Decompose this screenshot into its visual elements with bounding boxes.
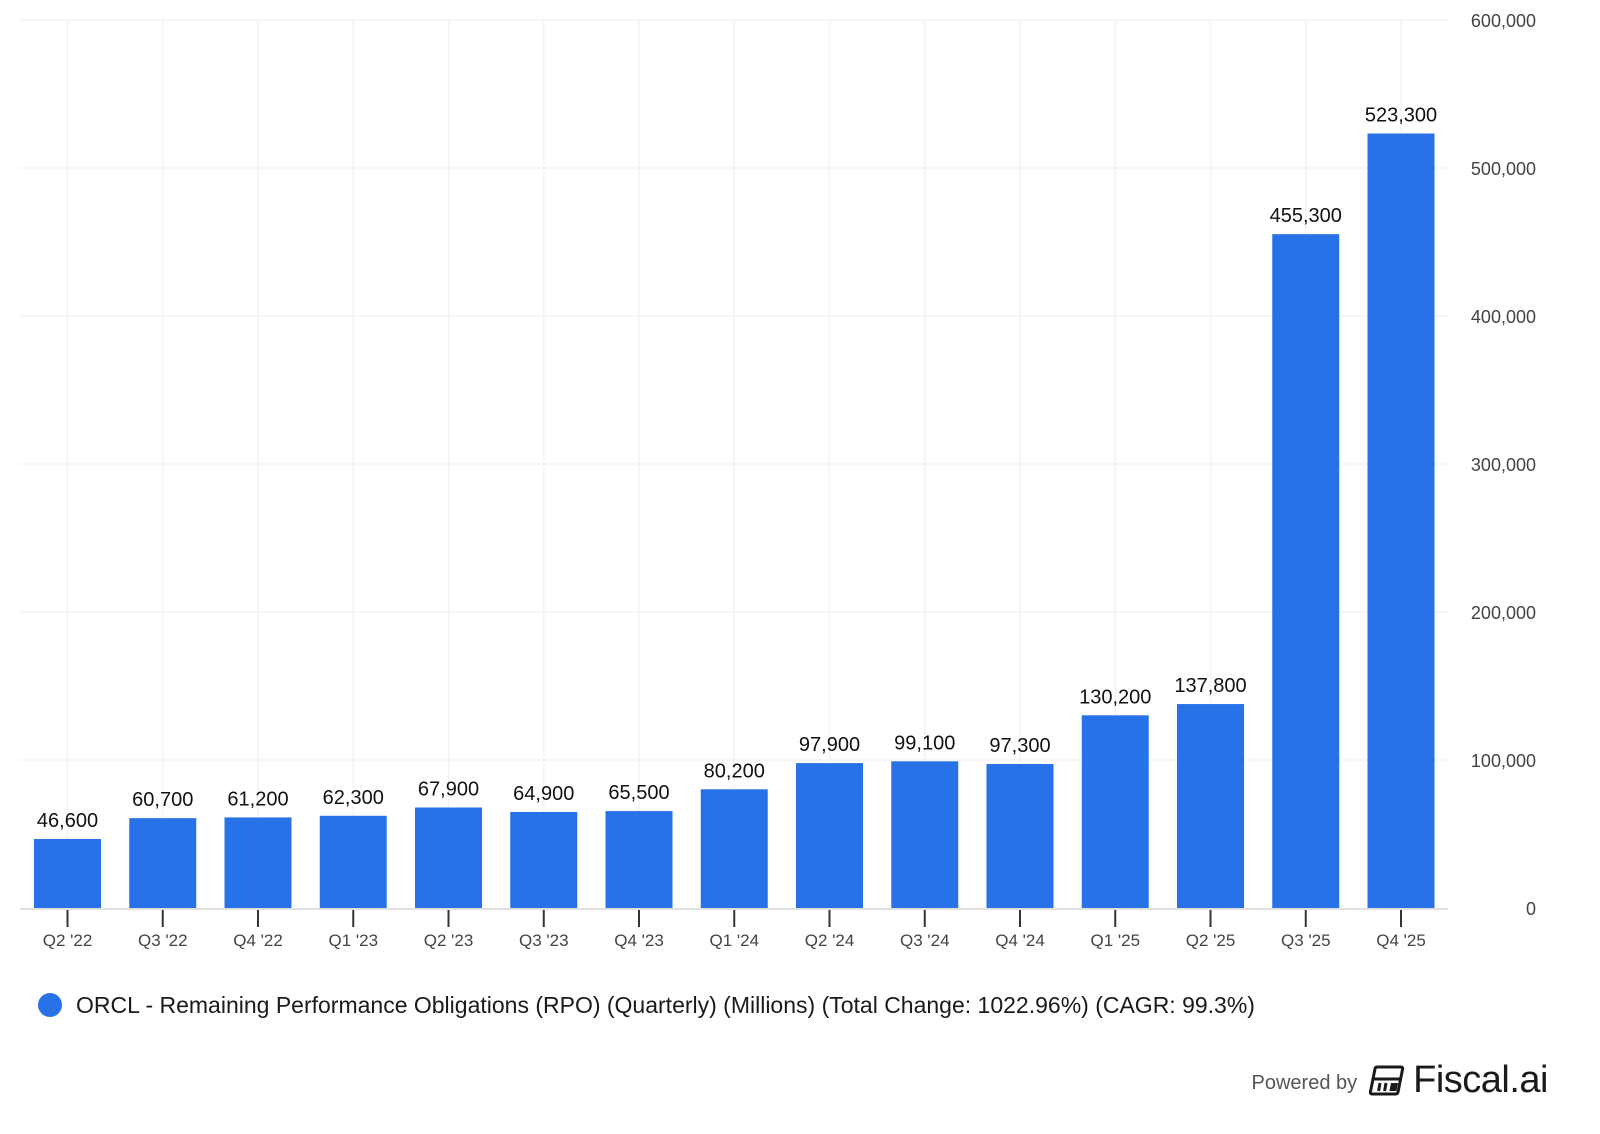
powered-by-text: Powered by bbox=[1251, 1071, 1358, 1094]
x-tick-label: Q1 '23 bbox=[328, 931, 378, 950]
bar bbox=[224, 817, 292, 908]
bar-value-label: 64,900 bbox=[513, 783, 574, 805]
bar-value-label: 97,900 bbox=[799, 734, 860, 756]
x-tick-label: Q2 '24 bbox=[805, 931, 855, 950]
x-tick-label: Q3 '22 bbox=[138, 931, 188, 950]
bars: 46,600 60,700 61,200 62,300 67,900 64,900 65,5… bbox=[34, 105, 1437, 909]
legend-marker bbox=[38, 993, 62, 1017]
bar bbox=[1081, 715, 1149, 908]
x-tick-label: Q4 '22 bbox=[233, 931, 283, 950]
bar bbox=[700, 789, 768, 908]
bar-value-label: 80,200 bbox=[704, 760, 765, 782]
y-tick-label: 400,000 bbox=[1471, 307, 1536, 327]
legend: ORCL - Remaining Performance Obligations… bbox=[38, 990, 1255, 1020]
bar bbox=[34, 839, 101, 908]
bar-value-label: 523,300 bbox=[1365, 105, 1437, 127]
x-tick-label: Q1 '25 bbox=[1090, 931, 1140, 950]
y-axis: 0 100,000 200,000 300,000 400,000 500,000 600,… bbox=[1471, 11, 1536, 919]
bar bbox=[1367, 133, 1435, 909]
bar-value-label: 137,800 bbox=[1174, 675, 1246, 697]
bar-value-label: 130,200 bbox=[1079, 686, 1151, 708]
bar bbox=[415, 807, 482, 908]
y-tick-label: 300,000 bbox=[1471, 455, 1536, 475]
x-tick-label: Q4 '24 bbox=[995, 931, 1045, 950]
bar bbox=[1272, 234, 1340, 908]
grid-lines bbox=[20, 19, 1448, 908]
y-tick-label: 500,000 bbox=[1471, 159, 1536, 179]
bar-value-label: 62,300 bbox=[323, 787, 384, 809]
bar-value-label: 99,100 bbox=[894, 732, 955, 754]
bar bbox=[796, 763, 863, 908]
x-tick-label: Q4 '23 bbox=[614, 931, 664, 950]
bar-value-label: 455,300 bbox=[1270, 205, 1342, 227]
fiscal-ai-logo-icon bbox=[1369, 1065, 1405, 1096]
brand-name: Fiscal.ai bbox=[1413, 1058, 1548, 1101]
x-tick-label: Q2 '23 bbox=[424, 931, 474, 950]
bar bbox=[605, 811, 673, 908]
bar-value-label: 97,300 bbox=[989, 735, 1050, 757]
bar-value-label: 61,200 bbox=[227, 788, 288, 810]
x-tick-label: Q3 '24 bbox=[900, 931, 950, 950]
bar-value-label: 67,900 bbox=[418, 779, 479, 801]
x-tick-label: Q3 '25 bbox=[1281, 931, 1331, 950]
bar-value-label: 46,600 bbox=[37, 810, 98, 832]
powered-by-footer: Powered by Fiscal.ai bbox=[1251, 1058, 1549, 1101]
x-tick-label: Q1 '24 bbox=[709, 931, 759, 950]
x-tick-label: Q2 '25 bbox=[1186, 931, 1236, 950]
bar bbox=[510, 811, 578, 908]
y-tick-label: 100,000 bbox=[1471, 751, 1536, 771]
bar-value-label: 65,500 bbox=[608, 782, 669, 804]
bar bbox=[319, 815, 387, 908]
bar-value-label: 60,700 bbox=[132, 789, 193, 811]
bar bbox=[891, 761, 959, 908]
y-tick-label: 0 bbox=[1526, 899, 1536, 919]
bar bbox=[1177, 704, 1244, 908]
bar-chart: 46,600 60,700 61,200 62,300 67,900 64,900 65,5… bbox=[20, 11, 1536, 950]
x-tick-label: Q3 '23 bbox=[519, 931, 569, 950]
y-tick-label: 600,000 bbox=[1471, 11, 1536, 31]
legend-label: ORCL - Remaining Performance Obligations… bbox=[76, 991, 1255, 1018]
x-tick-label: Q4 '25 bbox=[1376, 931, 1426, 950]
bar bbox=[986, 763, 1054, 908]
bar bbox=[129, 818, 197, 908]
y-tick-label: 200,000 bbox=[1471, 603, 1536, 623]
x-axis: Q2 '22 Q3 '22 Q4 '22 Q1 '23 Q2 '23 Q3 '23 Q4 '… bbox=[20, 908, 1448, 950]
x-tick-label: Q2 '22 bbox=[43, 931, 93, 950]
